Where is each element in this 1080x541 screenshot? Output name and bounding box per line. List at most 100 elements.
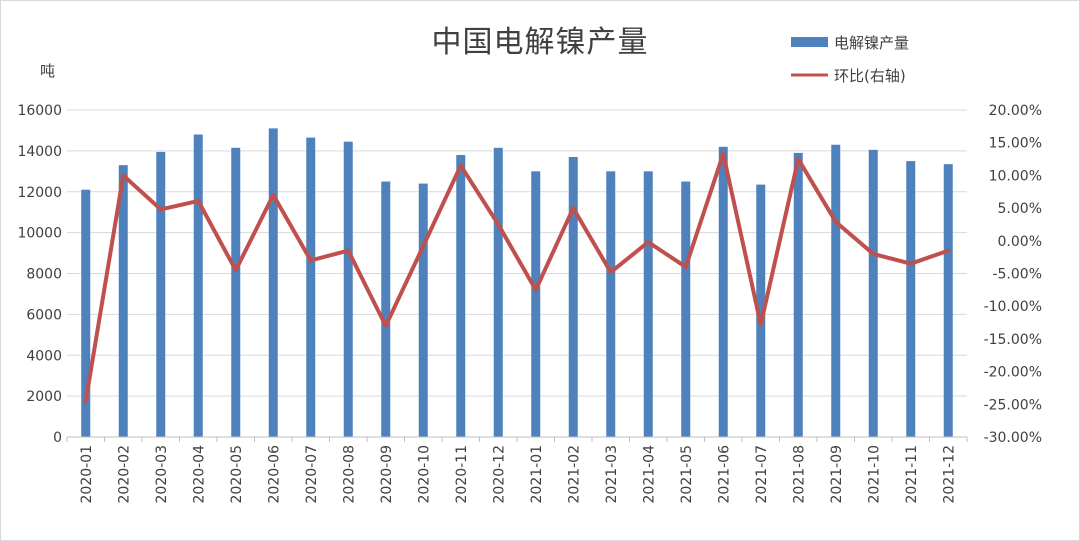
line-point bbox=[684, 265, 688, 269]
y-tick-label: 6000 bbox=[26, 307, 62, 323]
y2-tick-label: 10.00% bbox=[989, 168, 1042, 184]
y2-tick-label: -30.00% bbox=[984, 430, 1042, 446]
x-tick-label: 2020-01 bbox=[79, 445, 95, 504]
x-tick-label: 2021-05 bbox=[679, 445, 695, 504]
x-tick-label: 2020-03 bbox=[154, 445, 170, 504]
bar bbox=[456, 154, 466, 437]
line-point bbox=[571, 206, 575, 210]
x-tick-label: 2021-06 bbox=[716, 445, 732, 504]
line-point bbox=[609, 270, 613, 274]
x-tick-label: 2020-06 bbox=[266, 445, 282, 504]
x-tick-label: 2020-02 bbox=[116, 445, 132, 504]
y2-tick-label: 5.00% bbox=[998, 201, 1042, 217]
mom-change-line bbox=[83, 151, 951, 404]
x-tick-label: 2021-03 bbox=[604, 445, 620, 504]
line-point bbox=[84, 399, 88, 403]
line-point bbox=[909, 262, 913, 266]
y2-tick-label: -5.00% bbox=[992, 267, 1042, 283]
bar bbox=[231, 147, 241, 437]
line-point bbox=[721, 152, 725, 156]
y-tick-label: 16000 bbox=[17, 103, 62, 119]
y2-tick-label: -25.00% bbox=[984, 397, 1042, 413]
y-tick-label: 8000 bbox=[26, 267, 62, 283]
x-tick-label: 2021-08 bbox=[791, 445, 807, 504]
legend-label-line: 环比(右轴) bbox=[834, 67, 906, 85]
x-tick-label: 2021-10 bbox=[866, 445, 882, 504]
x-tick-label: 2020-08 bbox=[341, 445, 357, 504]
line-point bbox=[421, 244, 425, 248]
bar bbox=[118, 165, 128, 437]
x-tick-label: 2020-12 bbox=[491, 445, 507, 504]
x-tick-label: 2020-10 bbox=[416, 445, 432, 504]
y-tick-label: 10000 bbox=[17, 226, 62, 242]
line-point bbox=[159, 207, 163, 211]
x-tick-label: 2021-12 bbox=[941, 445, 957, 504]
legend-label-bar: 电解镍产量 bbox=[834, 34, 909, 52]
bar bbox=[643, 171, 653, 437]
bar bbox=[868, 149, 878, 437]
x-tick-label: 2021-11 bbox=[904, 445, 920, 504]
chart-title: 中国电解镍产量 bbox=[432, 25, 649, 60]
y-tick-label: 2000 bbox=[26, 389, 62, 405]
bar bbox=[718, 146, 728, 437]
line-point bbox=[834, 220, 838, 224]
bar bbox=[793, 152, 803, 437]
y2-tick-label: -15.00% bbox=[984, 332, 1042, 348]
x-tick-label: 2021-04 bbox=[641, 445, 657, 504]
line-point bbox=[496, 222, 500, 226]
y2-tick-label: -10.00% bbox=[984, 299, 1042, 315]
line-point bbox=[346, 249, 350, 253]
bar bbox=[156, 151, 166, 437]
x-tick-label: 2021-02 bbox=[566, 445, 582, 504]
bar bbox=[418, 183, 428, 437]
x-tick-label: 2020-09 bbox=[379, 445, 395, 504]
line-point bbox=[384, 324, 388, 328]
bar bbox=[306, 137, 316, 437]
line-point bbox=[796, 157, 800, 161]
bar bbox=[943, 164, 953, 438]
line-point bbox=[534, 288, 538, 292]
bar bbox=[343, 141, 353, 437]
line-point bbox=[459, 164, 463, 168]
bar-series bbox=[81, 128, 953, 438]
x-tick-label: 2020-04 bbox=[191, 445, 207, 504]
bar bbox=[831, 144, 841, 437]
y-axis-unit-label: 吨 bbox=[40, 62, 55, 80]
line-point bbox=[271, 193, 275, 197]
y-tick-label: 14000 bbox=[17, 144, 62, 160]
bar bbox=[493, 147, 503, 437]
y-tick-label: 0 bbox=[53, 430, 62, 446]
x-tick-label: 2021-07 bbox=[754, 445, 770, 504]
x-tick-label: 2020-11 bbox=[454, 445, 470, 504]
x-tick-label: 2020-05 bbox=[229, 445, 245, 504]
line-point bbox=[309, 258, 313, 262]
x-tick-label: 2020-07 bbox=[304, 445, 320, 504]
y2-tick-label: 20.00% bbox=[989, 103, 1042, 119]
x-tick-label: 2021-09 bbox=[829, 445, 845, 504]
bar bbox=[381, 181, 391, 437]
x-tick-label: 2021-01 bbox=[529, 445, 545, 504]
bar bbox=[756, 184, 766, 437]
y-tick-label: 4000 bbox=[26, 348, 62, 364]
line-point bbox=[234, 268, 238, 272]
bar bbox=[681, 181, 691, 437]
bar bbox=[568, 157, 578, 437]
line-point bbox=[759, 323, 763, 327]
line-point bbox=[121, 173, 125, 177]
y-tick-label: 12000 bbox=[17, 185, 62, 201]
line-point bbox=[646, 240, 650, 244]
y2-tick-label: 15.00% bbox=[989, 136, 1042, 152]
line-point bbox=[946, 249, 950, 253]
bar bbox=[531, 171, 541, 437]
axes: 0 2000 4000 6000 8000 10000 12000 14000 16000 -30… bbox=[17, 103, 1042, 504]
bar bbox=[906, 161, 916, 437]
legend: 电解镍产量 环比(右轴) bbox=[791, 34, 909, 85]
bar bbox=[193, 134, 203, 437]
line-point bbox=[196, 199, 200, 203]
bar bbox=[606, 171, 616, 437]
line-point bbox=[871, 252, 875, 256]
line-series bbox=[83, 151, 951, 404]
bar bbox=[268, 128, 278, 438]
bar bbox=[81, 189, 91, 437]
